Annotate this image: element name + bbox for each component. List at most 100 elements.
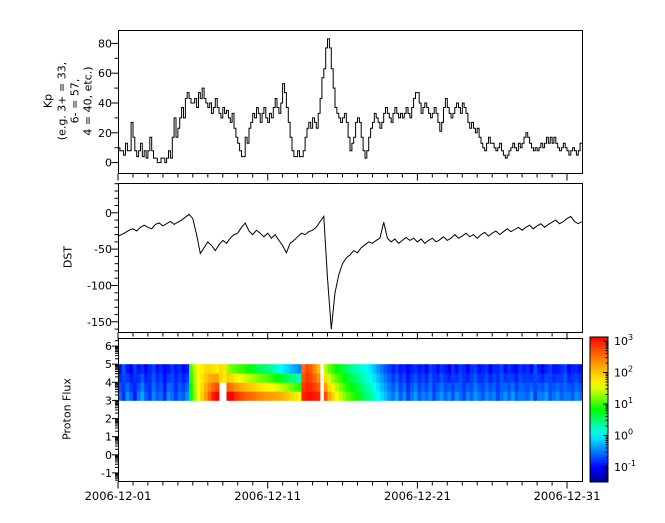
spectrogram-cell (162, 382, 167, 392)
spectrogram-cell (125, 391, 130, 401)
spectrogram-cell (379, 382, 384, 392)
spectrogram-cell (402, 364, 407, 374)
spectrogram-cell (555, 373, 560, 383)
spectrogram-cell (413, 364, 418, 374)
spectrogram-cell (525, 391, 530, 401)
spectrogram-cell (196, 373, 201, 383)
spectrogram-cell (301, 364, 306, 374)
panel-border (118, 338, 583, 482)
spectrogram-cell (144, 364, 149, 374)
spectrogram-cell (312, 364, 317, 374)
spectrogram-cell (129, 391, 134, 401)
spectrogram-cell (185, 373, 190, 383)
spectrogram-cell (211, 382, 216, 392)
spectrogram-cell (451, 382, 456, 392)
spectrogram-cell (181, 382, 186, 392)
spectrogram-cell (372, 373, 377, 383)
spectrogram-cell (458, 364, 463, 374)
spectrogram-cell (136, 373, 141, 383)
spectrogram-cell (342, 391, 347, 401)
y-tick-label: 4 (105, 376, 112, 389)
spectrogram-cell (275, 391, 280, 401)
spectrogram-cell (518, 382, 523, 392)
spectrogram-cell (383, 373, 388, 383)
spectrogram-cell (219, 373, 224, 383)
spectrogram-cell (357, 382, 362, 392)
spectrogram-cell (226, 391, 231, 401)
spectrogram-cell (350, 364, 355, 374)
spectrogram-cell (432, 373, 437, 383)
spectrogram-cell (230, 364, 235, 374)
spectrogram-cell (346, 364, 351, 374)
spectrogram-cell (297, 391, 302, 401)
spectrogram-cell (376, 382, 381, 392)
spectrogram-cell (529, 391, 534, 401)
spectrogram-cell (234, 373, 239, 383)
spectrogram-cell (278, 364, 283, 374)
spectrogram-cell (365, 373, 370, 383)
spectrogram-cell (335, 382, 340, 392)
spectrogram-cell (260, 364, 265, 374)
spectrogram-cell (286, 382, 291, 392)
spectrogram-cell (421, 382, 426, 392)
spectrogram-cell (469, 391, 474, 401)
spectrogram-cell (372, 382, 377, 392)
spectrogram-cell (387, 382, 392, 392)
spectrogram-cell (196, 382, 201, 392)
spectrogram-cell (443, 391, 448, 401)
spectrogram-cell (121, 373, 126, 383)
spectrogram-cell (544, 373, 549, 383)
spectrogram-cell (278, 391, 283, 401)
proton-flux-axis-label: Proton Flux (60, 378, 74, 440)
spectrogram-cell (133, 382, 138, 392)
spectrogram-cell (458, 382, 463, 392)
spectrogram-cell (417, 373, 422, 383)
spectrogram-cell (252, 391, 257, 401)
spectrogram-cell (350, 382, 355, 392)
spectrogram-cell (335, 364, 340, 374)
spectrogram-cell (118, 382, 123, 392)
spectrogram-cell (200, 364, 205, 374)
spectrogram-cell (499, 364, 504, 374)
spectrogram-cell (226, 382, 231, 392)
spectrogram-cell (207, 373, 212, 383)
spectrogram-cell (219, 364, 224, 374)
spectrogram-cell (204, 373, 209, 383)
spectrogram-cell (365, 382, 370, 392)
spectrogram-cell (151, 364, 156, 374)
spectrogram-cell (196, 364, 201, 374)
spectrogram-cell (567, 373, 572, 383)
spectrogram-cell (144, 391, 149, 401)
spectrogram-cell (189, 382, 194, 392)
spectrogram-cell (492, 364, 497, 374)
dst-axis-label: DST (61, 245, 75, 269)
spectrogram-cell (207, 382, 212, 392)
spectrogram-cell (443, 373, 448, 383)
spectrogram-cell (301, 382, 306, 392)
spectrogram-cell (383, 391, 388, 401)
spectrogram-cell (540, 382, 545, 392)
spectrogram-cell (518, 391, 523, 401)
panel-border (118, 30, 583, 174)
spectrogram-cell (211, 364, 216, 374)
spectrogram-cell (211, 391, 216, 401)
spectrogram-cell (361, 364, 366, 374)
spectrogram-cell (350, 391, 355, 401)
y-tick-label: -100 (87, 280, 112, 293)
spectrogram-cell (432, 382, 437, 392)
spectrogram-cell (466, 382, 471, 392)
spectrogram-cell (308, 382, 313, 392)
spectrogram-cell (552, 373, 557, 383)
spectrogram-cell (170, 373, 175, 383)
spectrogram-cell (439, 382, 444, 392)
spectrogram-cell (189, 391, 194, 401)
spectrogram-cell (522, 382, 527, 392)
spectrogram-cell (421, 373, 426, 383)
spectrogram-cell (136, 382, 141, 392)
spectrogram-cell (140, 364, 145, 374)
spectrogram-cell (121, 391, 126, 401)
spectrogram-cell (316, 382, 321, 392)
spectrogram-cell (204, 382, 209, 392)
spectrogram-cell (177, 382, 182, 392)
spectrogram-cell (271, 382, 276, 392)
